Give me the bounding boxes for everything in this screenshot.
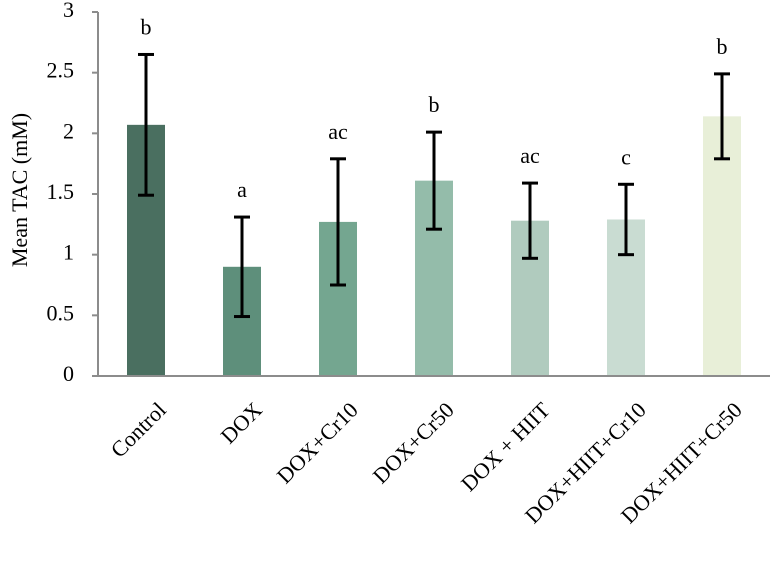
- y-axis-ticks: 0 0.5 1 1.5 2 2.5 3: [47, 0, 98, 386]
- y-tick-label: 1: [63, 240, 74, 265]
- category-label: DOX+Cr10: [272, 397, 363, 488]
- significance-label: b: [717, 34, 728, 59]
- error-bars-group: [138, 52, 730, 319]
- significance-label: b: [429, 92, 440, 117]
- significance-label: ac: [328, 119, 348, 144]
- y-tick-label: 3: [63, 0, 74, 22]
- significance-label: c: [621, 144, 631, 169]
- significance-label: ac: [520, 143, 540, 168]
- y-tick-label: 0.5: [47, 300, 75, 325]
- category-label: DOX: [215, 397, 266, 448]
- y-tick-label: 0: [63, 361, 74, 386]
- category-label: Control: [106, 397, 171, 462]
- y-tick-label: 2.5: [47, 58, 75, 83]
- category-label: DOX+Cr50: [368, 397, 459, 488]
- y-axis-title: Mean TAC (mM): [7, 113, 32, 267]
- y-tick-label: 2: [63, 118, 74, 143]
- category-label: DOX + HIIT: [456, 397, 555, 496]
- y-tick-label: 1.5: [47, 179, 75, 204]
- significance-label: b: [141, 14, 152, 39]
- significance-label: a: [237, 177, 247, 202]
- significance-labels-group: b a ac b ac c b: [141, 14, 728, 202]
